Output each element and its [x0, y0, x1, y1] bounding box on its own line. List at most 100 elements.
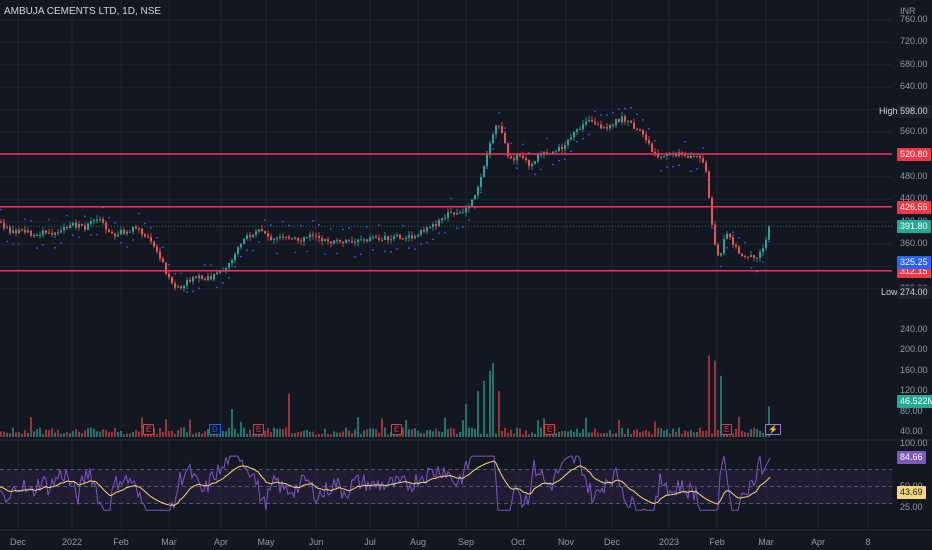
- sar-dot: [48, 218, 50, 221]
- candle-body: [90, 221, 92, 224]
- sar-price-tag: 325.25: [897, 256, 931, 270]
- volume-bar: [543, 418, 545, 437]
- candle-body: [699, 155, 701, 159]
- sar-dot: [768, 240, 770, 243]
- volume-bar: [171, 430, 173, 437]
- sar-dot: [342, 228, 344, 231]
- volume-bar: [273, 427, 275, 437]
- candle-body: [267, 233, 269, 237]
- sar-dot: [534, 173, 536, 176]
- price-axis-tick: 720.00: [900, 36, 928, 47]
- sar-dot: [192, 290, 194, 293]
- candle-body: [411, 235, 413, 239]
- volume-bar: [351, 433, 353, 437]
- volume-bar: [549, 433, 551, 437]
- volume-bar: [462, 420, 464, 437]
- candle-body: [150, 237, 152, 242]
- candle-body: [450, 212, 452, 214]
- volume-bar: [594, 428, 596, 437]
- candle-body: [405, 237, 407, 239]
- sar-dot: [150, 227, 152, 229]
- candle-body: [438, 220, 440, 227]
- volume-bar: [741, 430, 743, 437]
- candle-body: [171, 277, 173, 284]
- candle-body: [261, 229, 263, 231]
- volume-bar: [255, 433, 257, 437]
- event-marker: E: [253, 424, 265, 435]
- sar-dot: [528, 151, 530, 154]
- candle-body: [588, 119, 590, 122]
- sar-dot: [306, 250, 308, 253]
- sar-dot: [360, 253, 362, 256]
- candle-body: [765, 239, 767, 249]
- candle-body: [207, 276, 209, 281]
- volume-bar: [600, 433, 602, 437]
- sar-dot: [642, 118, 644, 121]
- candle-body: [612, 124, 614, 126]
- candle-body: [189, 279, 191, 282]
- candle-body: [369, 237, 371, 242]
- high-value: 598.00: [897, 104, 931, 118]
- candle-body: [507, 143, 509, 157]
- volume-bar: [165, 419, 167, 437]
- volume-bar: [762, 433, 764, 437]
- volume-bar: [303, 430, 305, 437]
- candle-body: [54, 232, 56, 235]
- sar-dot: [270, 224, 272, 226]
- candle-body: [447, 212, 449, 218]
- candle-body: [36, 234, 38, 236]
- time-axis-tick: May: [257, 537, 275, 547]
- sar-dot: [750, 266, 752, 269]
- volume-bar: [309, 431, 311, 437]
- event-marker: E: [391, 424, 403, 435]
- candle-body: [636, 128, 638, 130]
- candle-body: [333, 240, 335, 244]
- volume-axis-tick: 240.00: [900, 324, 928, 334]
- sar-dot: [510, 142, 512, 145]
- volume-bar: [198, 431, 200, 437]
- candle-body: [513, 158, 515, 161]
- time-axis-tick: Feb: [113, 537, 129, 547]
- volume-bar: [99, 431, 101, 437]
- volume-bar: [138, 431, 140, 437]
- candle-body: [630, 120, 632, 123]
- candle-body: [417, 234, 419, 237]
- rsi-axis-tick: 25.00: [900, 501, 923, 512]
- candle-body: [363, 239, 365, 241]
- candle-body: [408, 235, 410, 238]
- candle-body: [63, 226, 65, 231]
- volume-bar: [495, 433, 497, 437]
- candle-body: [759, 251, 761, 258]
- volume-bar: [678, 427, 680, 437]
- candle-body: [609, 124, 611, 129]
- volume-bar: [429, 429, 431, 437]
- volume-bar: [639, 432, 641, 437]
- candle-body: [555, 151, 557, 153]
- volume-bar: [717, 429, 719, 437]
- candle-body: [0, 221, 2, 223]
- volume-axis-tick: 40.00: [900, 425, 923, 436]
- volume-bar: [681, 433, 683, 437]
- candle-body: [492, 134, 494, 144]
- volume-bar: [744, 432, 746, 437]
- volume-bar: [723, 434, 725, 437]
- volume-bar: [444, 417, 446, 437]
- volume-bar: [750, 429, 752, 437]
- volume-bar: [663, 430, 665, 437]
- volume-bar: [618, 419, 620, 437]
- volume-bar: [666, 429, 668, 437]
- candle-body: [87, 223, 89, 230]
- candle-body: [291, 238, 293, 240]
- price-axis-tick: 360.00: [900, 238, 928, 248]
- volume-bar: [216, 433, 218, 437]
- candle-body: [192, 276, 194, 282]
- sar-dot: [264, 219, 266, 222]
- volume-bar: [168, 431, 170, 437]
- sar-dot: [414, 248, 416, 251]
- sar-dot: [654, 139, 656, 142]
- candle-body: [15, 230, 17, 234]
- volume-bar: [42, 434, 44, 437]
- volume-axis-tick: 160.00: [900, 364, 928, 375]
- sar-dot: [660, 169, 662, 172]
- candle-body: [249, 235, 251, 238]
